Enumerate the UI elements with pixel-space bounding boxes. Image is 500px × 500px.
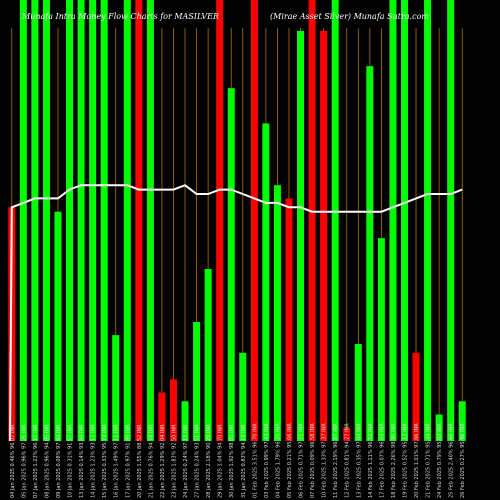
money-flow-bar [354,343,362,441]
x-tick-label: 04 Feb 2025 1.79% 96.20 INR [275,423,281,498]
money-flow-bar [89,0,97,441]
money-flow-bar [204,269,212,441]
x-tick-label: 13 Jan 2025 0.14% 93.84 INR [79,424,85,498]
money-flow-bar [66,0,74,441]
x-tick-labels: 04 Jan 2025 0.46% 96.07 INR 05 Jan 2025 0… [10,423,466,498]
money-flow-bars [8,0,466,442]
money-flow-bar [331,0,339,441]
x-tick-label: 25 Feb 2025 2.40% 96.66 INR [449,423,455,498]
x-tick-label: 23 Jan 2025 1.83% 92.50 INR [171,424,177,498]
x-tick-label: 30 Jan 2025 1.92% 98.55 INR [229,424,235,498]
money-flow-bar [123,0,131,441]
money-flow-bar [424,0,432,441]
x-tick-label: 11 Feb 2025 2.19% 96.87 INR [333,423,339,498]
money-flow-bar [135,0,143,441]
money-flow-bar [31,0,39,441]
x-tick-label: 20 Jan 2025 1.55% 88.52 INR [137,424,143,498]
x-tick-label: 26 Feb 2025 0.27% 95.96 INR [460,423,466,498]
money-flow-bar [273,185,281,441]
money-flow-bar [308,0,316,441]
money-flow-bar [435,414,443,441]
x-tick-label: 19 Feb 2025 0.52% 95.12 INR [402,423,408,498]
money-flow-bar [297,30,305,442]
x-tick-label: 15 Jan 2025 0.33% 95.74 INR [102,424,108,498]
x-tick-label: 24 Feb 2025 0.79% 95.09 INR [437,423,443,498]
money-flow-bar [262,123,270,441]
x-tick-label: 21 Jan 2025 0.76% 94.76 INR [148,424,154,498]
x-tick-label: 29 Jan 2025 1.04% 94.70 INR [218,424,224,498]
x-tick-label: 07 Feb 2025 0.09% 96.58 INR [310,423,316,498]
money-flow-bar [54,211,62,441]
money-flow-bar [227,88,235,441]
x-tick-label: 14 Jan 2025 1.23% 93.12 INR [91,424,97,498]
money-flow-bar [169,379,177,441]
x-tick-label: 09 Jan 2025 0.08% 97.94 INR [56,424,62,498]
x-tick-label: 13 Feb 2025 0.35% 97.04 INR [356,423,362,498]
money-flow-bar [239,352,247,441]
money-flow-bar [19,0,27,441]
x-tick-label: 05 Feb 2025 0.21% 95.06 INR [287,423,293,498]
money-flow-bar [42,0,50,441]
x-tick-label: 21 Feb 2025 0.71% 95.44 INR [426,423,432,498]
money-flow-bar [458,401,466,441]
chart-title-right: (Mirae Asset Silver) Munafa Sutra.com [270,12,429,21]
x-tick-label: 03 Feb 2025 0.99% 97.43 INR [264,423,270,498]
x-tick-label: 31 Jan 2025 0.83% 94.19 INR [241,424,247,498]
money-flow-line [9,184,463,442]
x-tick-label: 22 Jan 2025 1.29% 92.04 INR [160,424,166,498]
chart-title-left: Munafa Intra Money Flow Charts for MASIL… [21,12,219,21]
x-tick-label: 12 Feb 2025 0.81% 94.27 INR [345,423,351,498]
x-tick-label: 20 Feb 2025 1.01% 97.06 INR [414,423,420,498]
money-flow-bar [377,238,385,441]
x-tick-label: 17 Feb 2025 0.07% 96.03 INR [379,423,385,498]
x-tick-label: 07 Jan 2025 1.23% 96.10 INR [33,424,39,498]
x-tick-label: 16 Jan 2025 1.49% 97.11 INR [114,424,120,498]
x-tick-label: 10 Feb 2025 1.33% 97.37 INR [322,423,328,498]
x-tick-label: 05 Jan 2025 0.96% 97.25 INR [21,424,27,498]
money-flow-bar [343,427,351,441]
x-tick-label: 18 Feb 2025 2.26% 98.90 INR [391,423,397,498]
money-flow-bar [158,392,166,441]
x-tick-label: 17 Jan 2025 0.97% 91.89 INR [125,424,131,498]
x-tick-label: 10 Jan 2025 0.31% 91.57 INR [68,424,74,498]
money-flow-bar [250,0,258,441]
money-flow-bar [181,401,189,441]
money-flow-bar [366,66,374,442]
x-tick-label: 27 Jan 2025 0.24% 93.51 INR [195,424,201,498]
money-flow-bar [112,335,120,441]
money-flow-bar [447,0,455,441]
money-flow-bar [100,0,108,441]
money-flow-bar [146,0,154,441]
x-tick-label: 01 Feb 2025 3.51% 96.70 INR [252,423,258,498]
x-tick-label: 28 Jan 2025 2.18% 90.29 INR [206,424,212,498]
money-flow-bar [285,198,293,441]
money-flow-bar [389,0,397,441]
x-tick-label: 24 Jan 2025 0.24% 97.15 INR [183,424,189,498]
x-tick-label: 14 Feb 2025 1.11% 96.52 INR [368,423,374,498]
money-flow-bar [412,352,420,441]
money-flow-bar [400,0,408,441]
money-flow-bar [216,0,224,441]
x-tick-label: 08 Jan 2025 0.96% 94.85 INR [44,424,50,498]
money-flow-bar [193,321,201,441]
money-flow-bar [320,30,328,442]
money-flow-bar [77,0,85,441]
x-tick-label: 04 Jan 2025 0.46% 96.07 INR [10,424,16,498]
x-tick-label: 06 Feb 2025 0.71% 97.21 INR [299,423,305,498]
